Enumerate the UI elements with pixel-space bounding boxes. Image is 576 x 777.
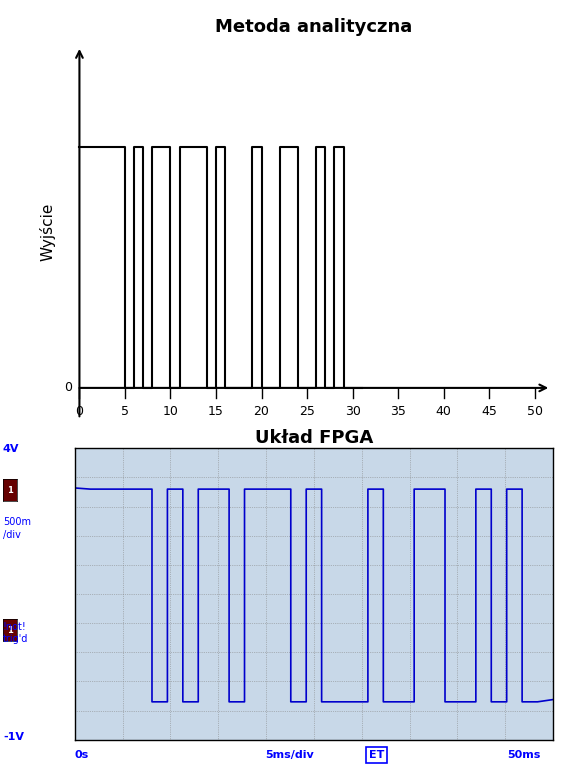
- Text: 50ms: 50ms: [507, 751, 540, 760]
- Text: 5ms/div: 5ms/div: [265, 751, 314, 760]
- Text: 5: 5: [121, 405, 129, 418]
- Text: 10: 10: [162, 405, 179, 418]
- Text: 1: 1: [7, 625, 13, 635]
- Text: 35: 35: [390, 405, 406, 418]
- Text: 1: 1: [7, 486, 13, 495]
- Text: 25: 25: [299, 405, 315, 418]
- Text: 40: 40: [436, 405, 452, 418]
- Title: Metoda analityczna: Metoda analityczna: [215, 18, 412, 36]
- Text: ET: ET: [369, 751, 384, 760]
- Text: 4V: 4V: [3, 444, 20, 454]
- Text: Wyjście: Wyjście: [40, 202, 55, 260]
- Text: 30: 30: [344, 405, 361, 418]
- Text: 0: 0: [75, 405, 84, 418]
- Text: 20: 20: [253, 405, 270, 418]
- Text: !not!
trig'd: !not! trig'd: [3, 622, 28, 644]
- Title: Układ FPGA: Układ FPGA: [255, 429, 373, 447]
- Text: 50: 50: [526, 405, 543, 418]
- Text: 500m
/div: 500m /div: [3, 517, 31, 539]
- Text: -1V: -1V: [3, 732, 24, 741]
- Text: 15: 15: [208, 405, 224, 418]
- Text: 0s: 0s: [75, 751, 89, 760]
- Text: 0: 0: [64, 382, 72, 395]
- Text: 45: 45: [482, 405, 497, 418]
